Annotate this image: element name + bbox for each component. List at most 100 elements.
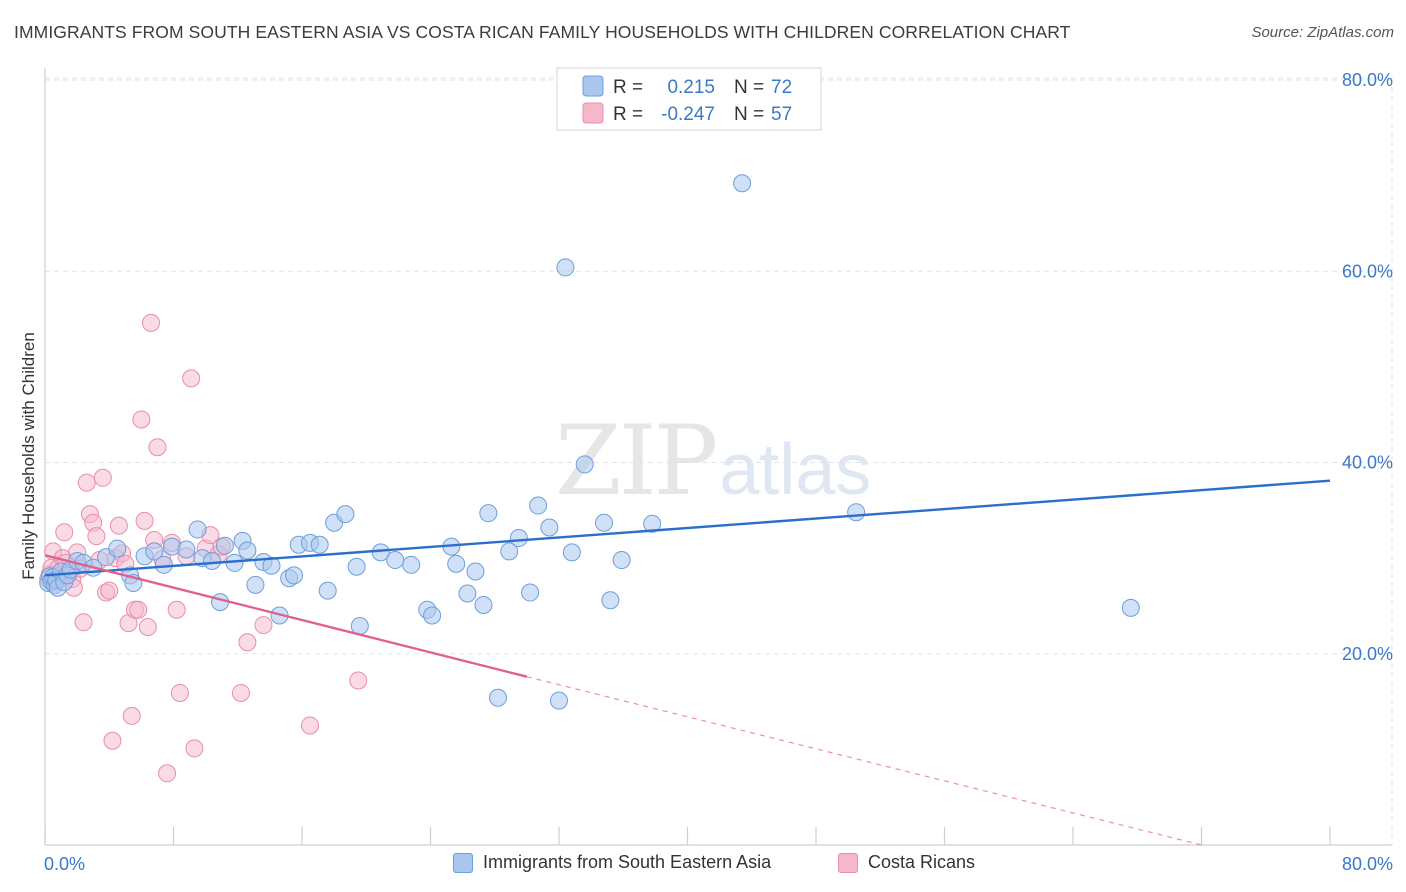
sea-immigrants-point	[466, 562, 485, 581]
series-legend: Immigrants from South Eastern Asia Costa…	[0, 852, 1406, 878]
costa-ricans-point	[55, 523, 74, 542]
costa-ricans-point	[129, 600, 148, 619]
costa-ricans-point	[122, 706, 141, 725]
costa-ricans-trend-line	[44, 554, 528, 678]
legend-label-sea-immigrants: Immigrants from South Eastern Asia	[483, 852, 772, 872]
sea-immigrants-point	[336, 505, 355, 524]
sea-immigrants-point	[386, 551, 405, 570]
legend-item-sea-immigrants: Immigrants from South Eastern Asia	[453, 852, 771, 873]
sea-immigrants-point	[847, 503, 866, 522]
costa-ricans-point	[182, 369, 201, 388]
legend-n-value-2: 57	[771, 104, 792, 125]
costa-ricans-point	[138, 617, 157, 636]
costa-ricans-point	[142, 313, 161, 332]
sea-immigrants-point	[601, 591, 620, 610]
legend-n-value-1: 72	[771, 77, 792, 98]
legend-n-label-1: N =	[734, 77, 764, 98]
sea-immigrants-point	[594, 513, 613, 532]
costa-ricans-point	[170, 683, 189, 702]
costa-ricans-point	[167, 600, 186, 619]
sea-immigrants-point	[154, 555, 173, 574]
correlation-legend: R = 0.215 N = 72 R = -0.247 N = 57	[556, 67, 822, 131]
sea-immigrants-point	[479, 504, 498, 523]
sea-immigrants-points	[39, 174, 1140, 710]
legend-r-label-1: R =	[613, 77, 643, 98]
sea-immigrants-point	[402, 555, 421, 574]
costa-ricans-point	[74, 613, 93, 632]
sea-immigrants-point	[318, 581, 337, 600]
legend-swatch-blue	[582, 75, 604, 97]
sea-immigrants-point	[447, 554, 466, 573]
sea-immigrants-point	[310, 535, 329, 554]
source-label: Source: ZipAtlas.com	[1251, 24, 1394, 41]
x-tick-label-min: 0.0%	[44, 854, 85, 874]
gridlines	[45, 77, 1393, 845]
costa-ricans-point	[148, 438, 167, 457]
sea-immigrants-point	[215, 536, 234, 555]
tick-labels: 20.0% 40.0% 60.0% 80.0% 0.0% 80.0%	[44, 70, 1393, 874]
sea-immigrants-point	[500, 542, 519, 561]
sea-immigrants-point	[474, 595, 493, 614]
sea-immigrants-point	[562, 543, 581, 562]
costa-ricans-point	[100, 581, 119, 600]
y-tick-label: 20.0%	[1342, 644, 1393, 664]
legend-n-label-2: N =	[734, 104, 764, 125]
costa-ricans-point	[349, 671, 368, 690]
sea-immigrants-point	[458, 584, 477, 603]
sea-immigrants-point	[188, 520, 207, 539]
sea-immigrants-point	[1121, 598, 1140, 617]
costa-ricans-point	[93, 468, 112, 487]
sea-immigrants-point	[643, 514, 662, 533]
sea-immigrants-point	[540, 518, 559, 537]
costa-ricans-point	[301, 716, 320, 735]
sea-immigrants-point	[509, 529, 528, 548]
axes	[44, 68, 1392, 846]
legend-label-costa-ricans: Costa Ricans	[868, 852, 976, 872]
costa-ricans-point	[109, 516, 128, 535]
y-tick-label: 40.0%	[1342, 453, 1393, 473]
chart-title: IMMIGRANTS FROM SOUTH EASTERN ASIA VS CO…	[14, 22, 1071, 42]
sea-immigrants-point	[550, 691, 568, 710]
costa-ricans-point	[231, 683, 250, 702]
sea-immigrants-point	[423, 606, 442, 625]
sea-immigrants-point	[262, 556, 281, 575]
sea-immigrants-point	[145, 542, 164, 561]
costa-ricans-point	[77, 473, 96, 492]
sea-immigrants-point	[612, 551, 631, 570]
sea-immigrants-point	[733, 174, 752, 193]
costa-ricans-point	[87, 527, 106, 546]
sea-immigrants-point	[347, 557, 366, 576]
costa-ricans-point	[238, 633, 257, 652]
sea-immigrants-trend-line	[44, 479, 1331, 577]
costa-ricans-point	[158, 764, 177, 783]
costa-ricans-point	[254, 616, 273, 635]
trend-lines	[44, 479, 1331, 846]
legend-swatch-pink	[582, 102, 604, 124]
sea-immigrants-point	[177, 540, 196, 559]
y-tick-label: 80.0%	[1342, 70, 1393, 90]
costa-ricans-point	[132, 410, 151, 429]
sea-immigrants-point	[488, 688, 507, 707]
sea-immigrants-point	[521, 583, 540, 602]
sea-immigrants-point	[108, 539, 127, 558]
sea-immigrants-point	[238, 541, 257, 560]
sea-immigrants-point	[575, 455, 594, 474]
legend-r-value-2: -0.247	[661, 104, 715, 125]
sea-immigrants-point	[529, 496, 548, 515]
costa-ricans-point	[103, 731, 122, 750]
legend-swatch-sea-immigrants	[453, 852, 473, 873]
sea-immigrants-point	[246, 575, 265, 594]
costa-ricans-point	[135, 511, 154, 530]
legend-swatch-costa-ricans	[838, 852, 858, 873]
sea-immigrants-point	[284, 566, 303, 585]
legend-r-label-2: R =	[613, 104, 643, 125]
x-tick-label-max: 80.0%	[1342, 854, 1393, 874]
sea-immigrants-point	[556, 258, 575, 277]
costa-ricans-trend-extension	[526, 676, 1202, 846]
legend-r-value-1: 0.215	[667, 77, 715, 98]
costa-ricans-point	[185, 739, 204, 758]
y-tick-label: 60.0%	[1342, 261, 1393, 281]
sea-immigrants-point	[203, 551, 222, 570]
legend-item-costa-ricans: Costa Ricans	[838, 852, 975, 873]
